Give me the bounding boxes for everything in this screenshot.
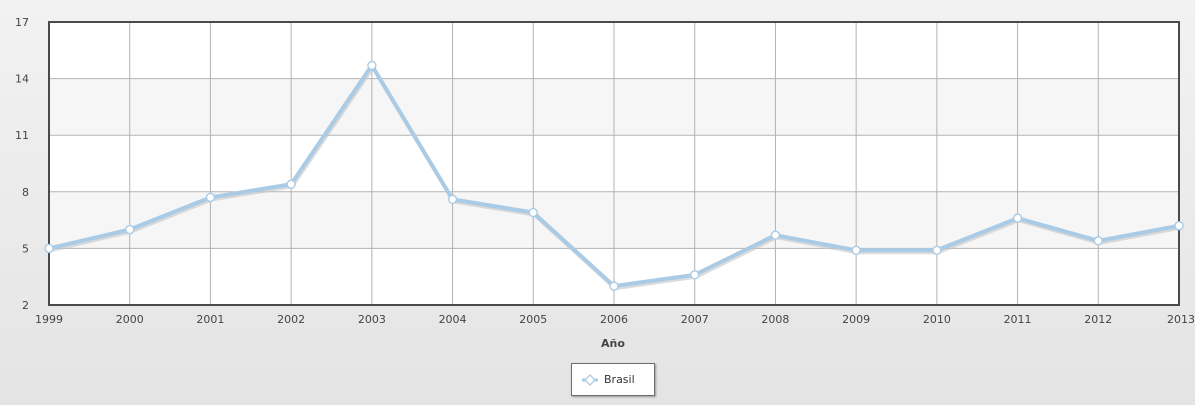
data-point-1999	[44, 243, 54, 254]
x-tick-label: 2008	[761, 313, 789, 326]
y-tick-label: 17	[15, 16, 29, 29]
x-tick-label: 2004	[439, 313, 467, 326]
data-point-2007	[690, 270, 700, 280]
y-tick-label: 2	[22, 299, 29, 312]
x-tick-label: 2009	[842, 313, 870, 326]
data-point-2004	[447, 194, 458, 205]
x-tick-label: 2005	[519, 313, 547, 326]
x-tick-label: 1999	[35, 313, 63, 326]
data-point-2000	[125, 224, 135, 235]
legend-marker-icon	[582, 373, 598, 386]
data-point-2006	[609, 281, 619, 291]
x-tick-label: 2003	[358, 313, 386, 326]
legend-label-brasil: Brasil	[604, 373, 635, 386]
plot-frame	[48, 21, 1180, 306]
y-tick-label: 11	[15, 129, 29, 142]
data-point-2011	[1012, 213, 1023, 223]
data-point-2013	[1174, 221, 1184, 231]
data-point-2005	[528, 207, 538, 218]
x-tick-labels: 1999 2000 2001 2002 2003 2004 2005 2006 2007 2008…	[35, 313, 1195, 326]
data-point-2002	[286, 179, 296, 189]
y-tick-label: 5	[22, 242, 29, 255]
x-tick-label: 2007	[681, 313, 709, 326]
x-tick-label: 2012	[1084, 313, 1112, 326]
x-tick-label: 2002	[277, 313, 305, 326]
y-tick-label: 8	[22, 186, 29, 199]
series-layer	[44, 60, 1184, 291]
data-point-2003	[367, 60, 377, 71]
plot-border	[48, 21, 1180, 306]
x-tick-label: 2000	[116, 313, 144, 326]
legend[interactable]: Brasil	[571, 363, 655, 396]
x-tick-label: 2011	[1004, 313, 1032, 326]
data-point-2009	[851, 245, 861, 255]
x-tick-label: 2001	[196, 313, 224, 326]
data-point-2010	[932, 245, 942, 255]
data-point-2008	[770, 230, 781, 240]
y-tick-label: 14	[15, 73, 29, 86]
x-tick-label: 2013	[1167, 313, 1195, 326]
data-point-2012	[1093, 236, 1103, 246]
x-axis-title: Año	[601, 337, 625, 350]
y-tick-labels: 2 5 8 11 14 17	[15, 16, 29, 312]
x-tick-label: 2010	[923, 313, 951, 326]
data-point-2001	[205, 192, 216, 203]
x-tick-label: 2006	[600, 313, 628, 326]
